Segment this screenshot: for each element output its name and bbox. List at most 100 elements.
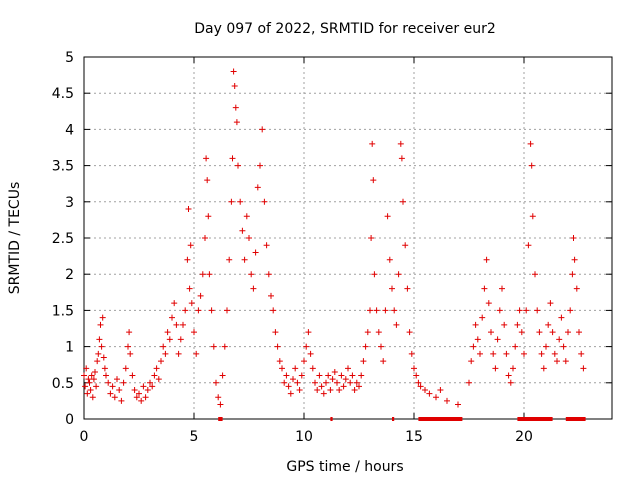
data-point: [224, 307, 230, 314]
data-point: [147, 379, 153, 386]
data-point: [342, 376, 349, 383]
data-point: [398, 155, 405, 162]
data-point: [551, 350, 558, 357]
data-point: [184, 256, 191, 263]
data-point: [331, 368, 338, 375]
data-point: [133, 394, 140, 401]
data-point: [433, 394, 439, 401]
data-point: [98, 343, 105, 350]
data-point: [481, 285, 488, 292]
data-point: [237, 198, 244, 205]
data-point: [505, 372, 512, 379]
data-point: [125, 343, 131, 350]
data-point: [532, 271, 538, 278]
y-tick-label: 4: [65, 122, 74, 138]
data-point: [518, 329, 525, 336]
data-point: [122, 365, 129, 372]
data-point: [378, 343, 384, 350]
data-point: [501, 321, 508, 328]
data-point: [142, 394, 149, 401]
zero-marker-band: [517, 417, 553, 421]
y-tick-label: 2: [65, 267, 74, 283]
data-point: [415, 379, 422, 386]
data-point: [127, 350, 134, 357]
data-point: [536, 329, 543, 336]
data-point: [261, 198, 268, 205]
data-point: [88, 372, 95, 379]
y-tick-label: 0: [65, 412, 74, 428]
data-point: [89, 394, 96, 401]
data-point: [294, 379, 301, 386]
y-tick-label: 5: [65, 50, 74, 66]
x-tick-label: 0: [80, 429, 89, 445]
y-tick-label: 1.5: [52, 303, 74, 319]
data-point: [347, 379, 354, 386]
data-point: [254, 184, 261, 191]
data-point: [325, 372, 332, 379]
data-point: [153, 365, 160, 372]
data-point: [290, 376, 296, 383]
data-point: [340, 383, 347, 390]
zero-marker-band: [565, 417, 586, 421]
data-point: [298, 372, 305, 379]
data-point: [230, 68, 237, 75]
data-point: [232, 104, 239, 111]
data-point: [131, 387, 138, 394]
data-point: [228, 198, 235, 205]
data-point: [404, 285, 411, 292]
data-point: [136, 390, 142, 397]
data-point: [483, 256, 490, 263]
data-point: [206, 271, 213, 278]
data-point: [292, 365, 299, 372]
data-point: [268, 292, 274, 299]
data-point: [208, 307, 215, 314]
data-point: [320, 390, 327, 397]
zero-marker-band: [418, 417, 463, 421]
axis-ticks: 0 0.5 1 1.5 2 2.5 3 3.5 4 4.5 5 0 5 10 15 20: [52, 50, 612, 445]
data-point: [97, 321, 104, 328]
data-point: [528, 162, 535, 169]
data-point: [257, 162, 263, 169]
data-point: [95, 350, 102, 357]
zero-marker-band: [392, 417, 395, 421]
data-point: [259, 126, 266, 133]
data-point: [356, 383, 362, 390]
data-point: [349, 372, 356, 379]
data-point: [523, 307, 530, 314]
data-point: [120, 379, 127, 386]
data-point: [105, 379, 112, 386]
data-point: [239, 227, 246, 234]
data-point: [375, 329, 382, 336]
data-point: [547, 300, 554, 307]
data-point: [185, 206, 192, 213]
data-point: [444, 397, 450, 404]
data-point: [118, 397, 125, 404]
data-point: [241, 256, 248, 263]
data-point: [114, 376, 120, 383]
data-point: [426, 390, 433, 397]
data-point: [205, 213, 212, 220]
data-point: [99, 314, 106, 321]
x-tick-label: 15: [405, 429, 423, 445]
data-point: [345, 365, 351, 372]
data-point: [380, 358, 387, 365]
data-point: [395, 271, 402, 278]
data-point: [281, 379, 288, 386]
data-point: [314, 387, 321, 394]
data-point: [215, 394, 222, 401]
data-point: [578, 350, 585, 357]
data-point: [109, 383, 116, 390]
data-point: [213, 379, 219, 386]
data-point: [408, 350, 415, 357]
data-point: [499, 285, 505, 292]
data-point: [270, 307, 277, 314]
data-point: [358, 372, 365, 379]
data-point: [126, 329, 133, 336]
data-point: [336, 387, 343, 394]
zero-marker-band: [330, 417, 333, 421]
data-point: [386, 256, 393, 263]
data-point: [93, 383, 100, 390]
data-point: [103, 372, 109, 379]
data-point: [94, 358, 101, 365]
data-point: [437, 387, 444, 394]
